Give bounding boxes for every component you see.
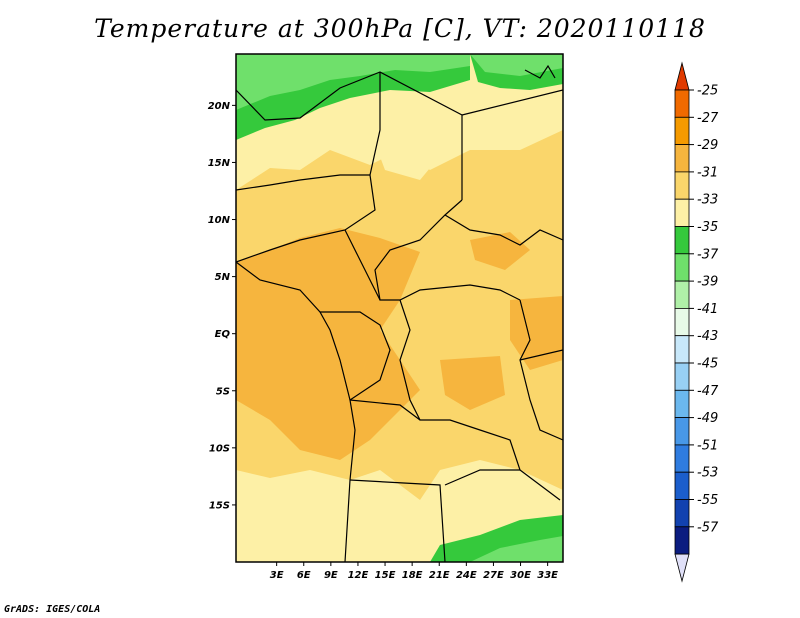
colorbar-segment: [674, 226, 690, 255]
colorbar-label: -31: [697, 165, 718, 180]
contour-minus-39-ne: [470, 54, 563, 76]
colorbar-segment: [674, 417, 690, 446]
colorbar-label: -51: [697, 438, 718, 453]
lat-label: 20N: [208, 101, 231, 112]
colorbar-segment: [674, 362, 690, 391]
colorbar-label: -43: [697, 329, 718, 344]
colorbar-label: -39: [697, 275, 718, 290]
grads-credit: GrADS: IGES/COLA: [4, 604, 101, 615]
colorbar-label: -53: [697, 466, 718, 481]
lon-label: 33E: [537, 570, 558, 581]
temperature-contours: [236, 54, 563, 562]
lon-label: 24E: [456, 570, 477, 581]
contour-minus-31-band: [280, 290, 360, 340]
lon-label: 21E: [429, 570, 450, 581]
colorbar-label: -25: [697, 84, 718, 99]
colorbar-label: -27: [697, 111, 719, 126]
colorbar-segment: [674, 471, 690, 500]
colorbar-segment: [674, 198, 690, 227]
colorbar-label: -47: [697, 384, 719, 399]
colorbar-segment: [674, 526, 690, 555]
colorbar-top-arrow: [674, 61, 690, 91]
lon-label: 27E: [483, 570, 504, 581]
contour-minus-31-mid: [470, 232, 530, 270]
lat-label: 10N: [208, 215, 231, 226]
colorbar-bottom-arrow: [674, 553, 690, 583]
lon-label: 18E: [402, 570, 423, 581]
lat-label: 15N: [208, 158, 231, 169]
lon-label: 15E: [375, 570, 396, 581]
longitude-axis: 3E 6E 9E 12E 15E 18E 21E 24E 27E 30E 33E: [270, 562, 558, 581]
contour-minus-31-centre: [440, 356, 505, 410]
lon-label: 12E: [348, 570, 369, 581]
lat-label: 5N: [215, 272, 231, 283]
colorbar: -25 -27 -29 -31 -33 -35 -37 -39 -41 -43 -45 -47 -49 -…: [674, 61, 719, 583]
colorbar-segment: [674, 307, 690, 337]
colorbar-segment: [674, 335, 690, 364]
colorbar-segment: [674, 116, 690, 146]
lat-label: 15S: [209, 500, 230, 511]
country-borders: [236, 64, 563, 562]
colorbar-segment: [674, 144, 690, 173]
colorbar-label: -35: [697, 220, 718, 235]
colorbar-label: -55: [697, 493, 718, 508]
colorbar-segment: [674, 171, 690, 200]
lon-label: 30E: [510, 570, 531, 581]
contour-minus-39-south: [470, 536, 563, 562]
colorbar-segment: [674, 499, 690, 528]
colorbar-segment: [674, 89, 690, 118]
colorbar-segment: [674, 280, 690, 309]
map-title: Temperature at 300hPa [C], VT: 202011011…: [94, 14, 706, 43]
colorbar-segment: [674, 389, 690, 418]
lat-label: 10S: [209, 443, 230, 454]
colorbar-label: -29: [697, 138, 718, 153]
map-frame: [235, 53, 564, 563]
colorbar-label: -41: [697, 302, 718, 317]
lat-label: EQ: [215, 329, 231, 340]
colorbar-label: -49: [697, 411, 718, 426]
colorbar-segment: [674, 253, 690, 282]
lon-label: 6E: [297, 570, 311, 581]
colorbar-label: -57: [697, 520, 719, 535]
lon-label: 3E: [270, 570, 284, 581]
colorbar-segment: [674, 444, 690, 473]
latitude-axis: 20N 15N 10N 5N EQ 5S 10S 15S: [208, 101, 236, 511]
contour-minus-39-north: [236, 54, 470, 110]
lat-label: 5S: [216, 386, 230, 397]
contour-minus-35-channel: [370, 100, 445, 180]
colorbar-label: -45: [697, 357, 718, 372]
colorbar-label: -37: [697, 247, 719, 262]
colorbar-label: -33: [697, 193, 718, 208]
lon-label: 9E: [324, 570, 338, 581]
